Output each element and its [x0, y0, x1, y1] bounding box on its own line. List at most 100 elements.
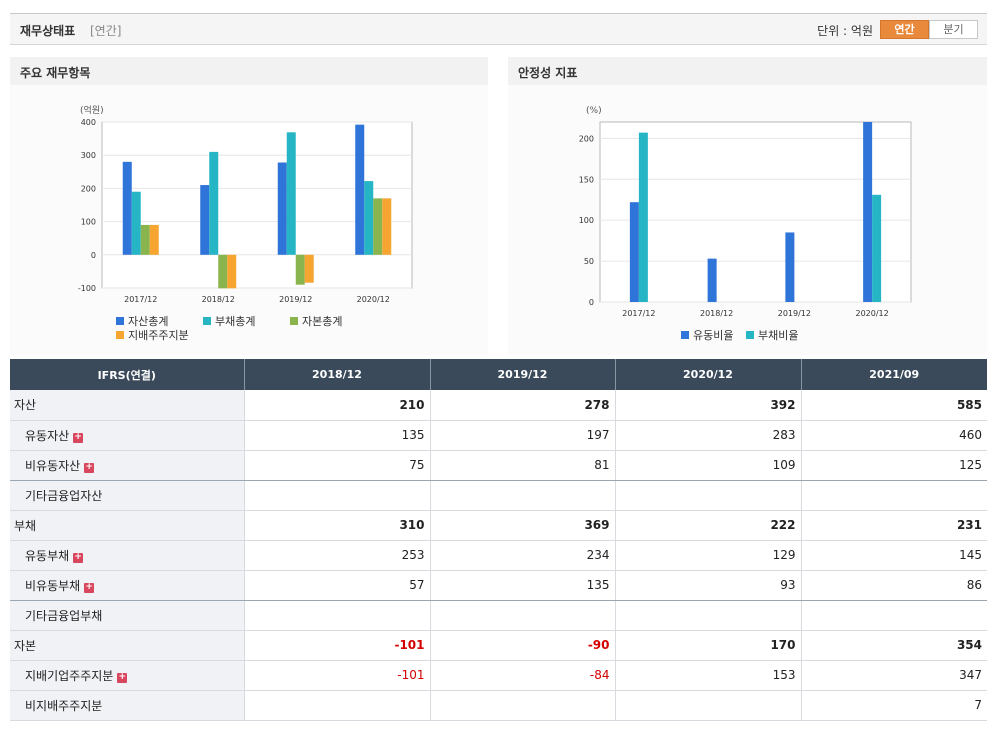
value-cell: 253 — [244, 540, 431, 571]
y-tick-label: 50 — [584, 257, 594, 266]
legend-label: 부채총계 — [215, 315, 255, 328]
value-cell — [801, 480, 987, 511]
expand-plus-icon[interactable]: + — [73, 551, 84, 563]
y-tick-label: 300 — [81, 151, 96, 160]
value-cell: 354 — [801, 630, 987, 661]
value-cell: -101 — [244, 630, 431, 661]
value-cell: 585 — [801, 390, 987, 421]
toggle-annual-button[interactable]: 연간 — [880, 20, 929, 39]
page-title: 재무상태표 — [20, 24, 76, 38]
value-cell: 7 — [801, 690, 987, 721]
period-type-label: [연간] — [90, 24, 122, 38]
value-cell: 125 — [801, 450, 987, 481]
value-cell: 129 — [615, 540, 802, 571]
financial-items-chart: -100 0 100 200 300 400 (억원) 2017/12 2018/12 2019/… — [78, 104, 413, 342]
row-label: 기타금융업부채 — [25, 608, 103, 623]
y-tick-label: -100 — [78, 284, 96, 293]
value-cell: 460 — [801, 420, 987, 451]
row-label-cell: 비유동부채 + — [10, 570, 245, 601]
y-axis-label: (%) — [586, 106, 602, 116]
bar — [382, 198, 392, 255]
column-header: 2020/12 — [615, 359, 802, 390]
x-tick-label: 2017/12 — [622, 309, 655, 318]
value-cell — [615, 600, 802, 631]
row-label: 유동자산 — [25, 428, 70, 443]
table-row: 지배기업주주지분 + -101 -84 153 347 — [10, 660, 987, 691]
right-panel-title: 안정성 지표 — [508, 57, 987, 85]
value-cell: 231 — [801, 510, 987, 541]
expand-plus-icon[interactable]: + — [73, 431, 84, 443]
value-cell — [430, 600, 616, 631]
value-cell: 153 — [615, 660, 802, 691]
table-row: 유동자산 +135 197 283 460 — [10, 420, 987, 451]
table-row: 부채 310 369 222 231 — [10, 510, 987, 541]
table-row: 기타금융업부채 — [10, 600, 987, 631]
value-cell: 222 — [615, 510, 802, 541]
bar — [140, 224, 150, 255]
expand-plus-icon[interactable]: + — [117, 671, 128, 683]
table-row: 비유동자산 +75 81 109 125 — [10, 450, 987, 481]
financial-items-chart-panel: -100 0 100 200 300 400 (억원) 2017/12 2018/12 2019/… — [10, 85, 488, 355]
balance-sheet-table: IFRS(연결) 2018/12 2019/12 2020/12 2021/09… — [10, 359, 987, 721]
value-cell — [801, 600, 987, 631]
legend-label: 부채비율 — [758, 329, 798, 342]
bar — [872, 194, 882, 302]
row-label-cell: 비유동자산 + — [10, 450, 245, 481]
row-label-cell: 유동자산 + — [10, 420, 245, 451]
y-tick-label: 200 — [81, 184, 96, 193]
bar — [785, 232, 795, 302]
legend-swatch — [681, 331, 689, 339]
bar — [200, 185, 210, 255]
plot-area — [599, 121, 912, 303]
expand-plus-icon[interactable]: + — [84, 461, 95, 473]
row-label: 비유동부채 — [25, 578, 81, 593]
row-label: 유동부채 — [25, 548, 70, 563]
x-tick-label: 2017/12 — [124, 295, 157, 304]
expand-plus-icon[interactable]: + — [84, 581, 95, 593]
x-tick-label: 2020/12 — [856, 309, 889, 318]
value-cell — [430, 480, 616, 511]
bar — [638, 132, 648, 302]
value-cell — [615, 480, 802, 511]
value-cell — [244, 690, 431, 721]
legend-swatch — [290, 317, 298, 325]
row-label: 자본 — [14, 638, 37, 653]
value-cell: 135 — [244, 420, 431, 451]
y-tick-label: 100 — [81, 218, 96, 227]
table-header-row: IFRS(연결) 2018/12 2019/12 2020/12 2021/09 — [10, 359, 987, 390]
legend-label: 유동비율 — [693, 329, 733, 342]
row-label-cell: 비지배주주지분 — [10, 690, 245, 721]
table-row: 비지배주주지분 7 — [10, 690, 987, 721]
value-cell: 347 — [801, 660, 987, 691]
bar — [277, 162, 287, 255]
value-cell: 278 — [430, 390, 616, 421]
y-tick-label: 150 — [579, 175, 594, 184]
legend-label: 자산총계 — [128, 315, 168, 328]
y-tick-label: 0 — [91, 251, 96, 260]
x-tick-label: 2018/12 — [700, 309, 733, 318]
value-cell: 81 — [430, 450, 616, 481]
bar — [149, 224, 159, 255]
y-tick-label: 200 — [579, 134, 594, 143]
table-row: 유동부채 +253 234 129 145 — [10, 540, 987, 571]
row-label: 지배기업주주지분 — [25, 668, 114, 683]
table-row: 자산 210 278 392 585 — [10, 390, 987, 421]
toggle-quarterly-button[interactable]: 분기 — [929, 20, 978, 39]
y-axis-label: (억원) — [80, 104, 104, 116]
row-label: 비유동자산 — [25, 458, 81, 473]
row-label-cell: 자본 — [10, 630, 245, 661]
legend-label: 지배주주지분 — [128, 329, 189, 342]
bar — [373, 198, 383, 255]
value-cell: 135 — [430, 570, 616, 601]
period-toggle: 연간 분기 — [880, 20, 978, 39]
value-cell: -84 — [430, 660, 616, 691]
value-cell — [244, 600, 431, 631]
row-label-cell: 지배기업주주지분 + — [10, 660, 245, 691]
bar — [863, 122, 873, 302]
left-panel-title: 주요 재무항목 — [10, 57, 488, 85]
row-label: 자산 — [14, 398, 37, 413]
x-tick-label: 2019/12 — [279, 295, 312, 304]
value-cell — [244, 480, 431, 511]
bar — [304, 254, 314, 283]
legend-swatch — [746, 331, 754, 339]
